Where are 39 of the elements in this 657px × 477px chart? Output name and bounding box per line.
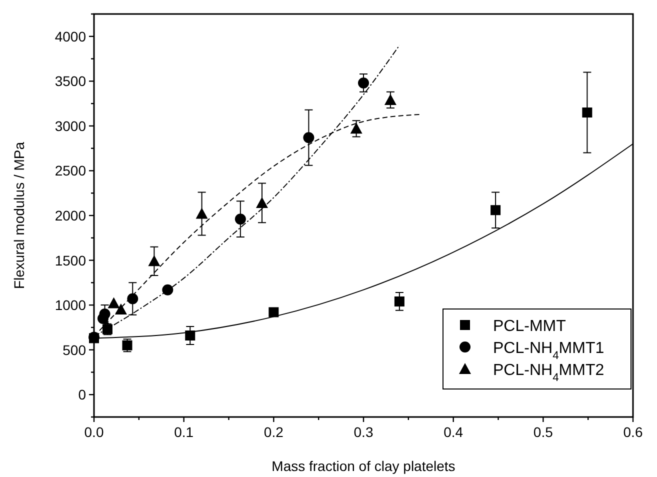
y-tick-label: 3500 [54,73,86,90]
y-tick-label: 500 [62,342,86,358]
x-tick-label: 0.0 [84,424,104,440]
point [196,208,208,219]
point [350,122,362,134]
x-tick-label: 0.6 [623,424,643,440]
point [384,94,396,105]
y-axis-title: Flexural modulus / MPa [11,142,27,290]
point [234,214,246,225]
x-tick-label: 0.3 [354,424,374,440]
y-tick-label: 3000 [54,118,86,134]
point [268,307,279,318]
legend-label: PCL-MMT [493,318,566,335]
y-tick-label: 1500 [54,252,86,268]
point [127,293,138,304]
point [582,108,592,118]
y-tick-label: 2500 [54,162,86,179]
x-axis-title: Mass fraction of clay platelets [272,458,456,474]
x-tick-label: 0.5 [533,424,554,440]
legend-label: PCL-NH$_{4}$MMT1 [493,340,604,362]
x-tick-label: 0.2 [264,424,284,440]
point [114,304,127,315]
point [303,132,314,144]
point [108,297,120,308]
point [256,196,268,208]
point [148,255,160,266]
x-tick-label: 0.1 [174,424,194,440]
y-tick-label: 1000 [54,297,86,314]
point [490,205,501,216]
point [394,296,404,306]
x-tick-label: 0.4 [444,424,464,440]
y-tick-label: 0 [78,386,86,403]
point [99,308,110,320]
point [162,284,174,296]
y-tick-label: 2000 [54,208,86,224]
y-tick-label: 4000 [54,28,86,44]
point [185,330,196,341]
legend-label: PCL-NH$_{4}$MMT2 [493,362,604,384]
point [358,77,369,88]
